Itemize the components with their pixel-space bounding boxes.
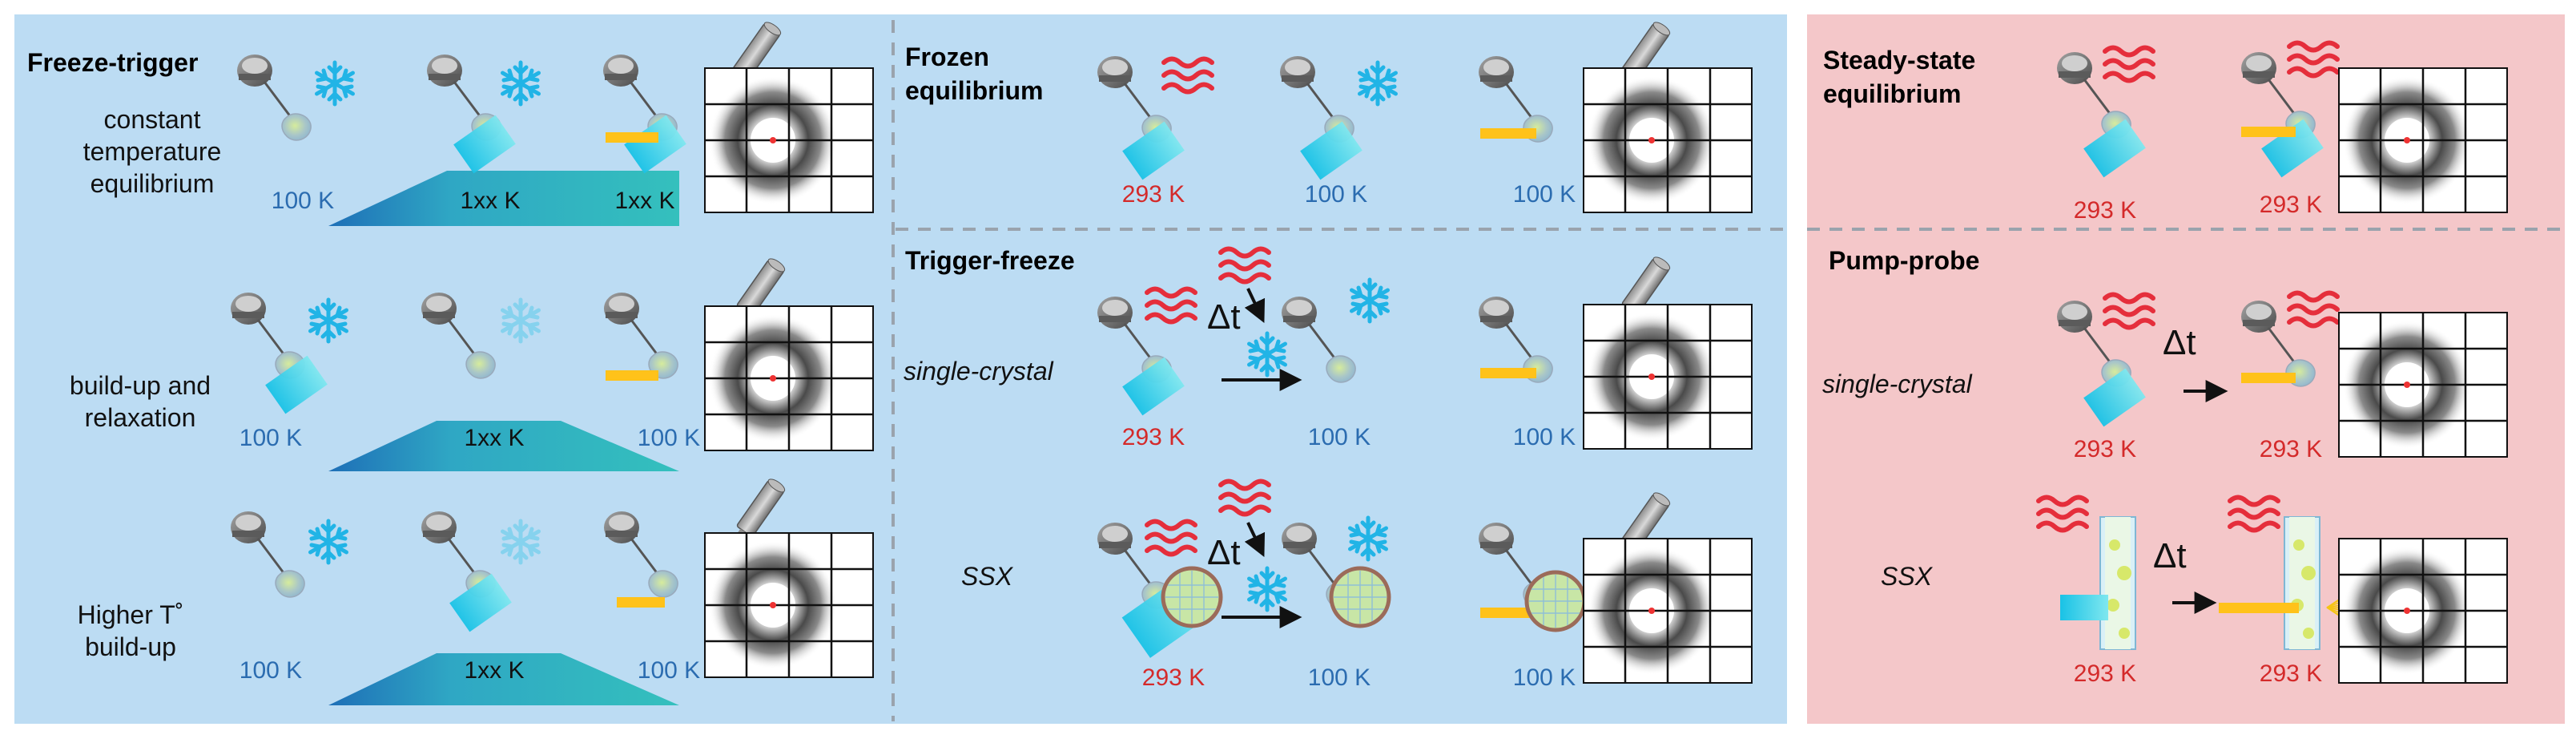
detector-icon xyxy=(703,531,875,679)
row2-label-line1: build-up and xyxy=(70,371,211,400)
steady-temp-1: 293 K xyxy=(2074,197,2136,224)
pp-sc-temp-2: 293 K xyxy=(2260,436,2322,462)
pump-probe-ssx-label: SSX xyxy=(1881,562,1934,591)
x-ray-beam xyxy=(606,370,658,381)
tf-ssx-temp-3: 100 K xyxy=(1513,664,1576,691)
frozen-temp-2: 100 K xyxy=(1305,181,1367,208)
steady-state-title-line1: Steady-state xyxy=(1823,46,1975,75)
x-ray-beam xyxy=(2241,373,2296,383)
row1-temp-1: 100 K xyxy=(272,188,334,214)
row3-label-line2: build-up xyxy=(85,632,176,661)
fixed-target-chip-icon xyxy=(1163,568,1221,626)
frozen-temp-1: 293 K xyxy=(1122,181,1185,208)
x-ray-beam xyxy=(1480,368,1536,378)
pp-sc-delay: Δt xyxy=(2163,323,2196,362)
x-ray-beam xyxy=(1480,608,1536,618)
row2-label-line2: relaxation xyxy=(85,403,196,432)
row1-label-line2: temperature xyxy=(83,137,222,166)
tf-ssx-temp-2: 100 K xyxy=(1308,664,1371,691)
temperature-ramp-1 xyxy=(328,171,679,226)
detector-icon xyxy=(2337,537,2509,684)
x-ray-beam xyxy=(2241,127,2296,137)
trigger-freeze-ssx-label: SSX xyxy=(961,562,1014,591)
steady-temp-2: 293 K xyxy=(2260,192,2322,218)
pump-probe-title: Pump-probe xyxy=(1829,246,1979,275)
temperature-ramp-2 xyxy=(328,421,679,471)
detector-icon xyxy=(1582,303,1753,450)
liquid-jet-icon xyxy=(2284,516,2320,650)
freeze-trigger-title: Freeze-trigger xyxy=(27,48,198,77)
row3-label-line1: Higher T˚ xyxy=(78,600,184,629)
row3-temp-1: 100 K xyxy=(239,657,302,684)
row1-ramp-label: 1xx K xyxy=(460,188,520,214)
tf-sc-temp-3: 100 K xyxy=(1513,424,1576,450)
pp-ssx-delay: Δt xyxy=(2153,536,2187,575)
detector-icon xyxy=(1582,537,1753,684)
detector-icon xyxy=(2337,311,2509,458)
frozen-equilibrium-title-line2: equilibrium xyxy=(905,76,1043,105)
pump-probe-single-crystal-label: single-crystal xyxy=(1822,369,1973,398)
tf-ssx-delay: Δt xyxy=(1207,533,1241,572)
x-ray-beam xyxy=(606,132,658,143)
tf-ssx-temp-1: 293 K xyxy=(1142,664,1205,691)
row1-label-line1: constant xyxy=(104,105,201,134)
temperature-ramp-3 xyxy=(328,653,679,705)
row2-ramp-label: 1xx K xyxy=(464,425,524,451)
trigger-light-icon xyxy=(2060,595,2108,620)
fixed-target-chip-icon xyxy=(1331,568,1389,626)
x-ray-beam xyxy=(2219,603,2299,613)
row2-temp-1: 100 K xyxy=(239,425,302,451)
row3-ramp-label: 1xx K xyxy=(464,657,524,684)
frozen-temp-3: 100 K xyxy=(1513,181,1576,208)
fixed-target-chip-icon xyxy=(1527,572,1584,630)
x-ray-beam xyxy=(1480,128,1536,139)
pp-ssx-temp-2: 293 K xyxy=(2260,660,2322,687)
quench-arrow xyxy=(1244,288,1266,324)
row3-temp-2: 100 K xyxy=(638,657,700,684)
detector-icon xyxy=(2337,67,2509,214)
tf-sc-delay: Δt xyxy=(1207,297,1241,337)
steady-state-title-line2: equilibrium xyxy=(1823,79,1961,108)
tf-sc-temp-1: 293 K xyxy=(1122,424,1185,450)
x-ray-beam xyxy=(617,597,665,608)
trigger-freeze-title: Trigger-freeze xyxy=(905,246,1075,275)
pp-ssx-temp-1: 293 K xyxy=(2074,660,2136,687)
row2-temp-2: 100 K xyxy=(638,425,700,451)
pp-sc-temp-1: 293 K xyxy=(2074,436,2136,462)
tf-sc-temp-2: 100 K xyxy=(1308,424,1371,450)
liquid-jet-icon xyxy=(2099,516,2136,650)
frozen-equilibrium-title-line1: Frozen xyxy=(905,42,989,71)
detector-icon xyxy=(703,305,875,452)
trigger-freeze-single-crystal-label: single-crystal xyxy=(904,357,1054,386)
quench-arrow xyxy=(1244,522,1266,558)
row1-temp-2: 1xx K xyxy=(614,188,674,214)
detector-icon xyxy=(703,67,875,214)
detector-icon xyxy=(1582,67,1753,214)
row1-label-line3: equilibrium xyxy=(91,169,215,198)
